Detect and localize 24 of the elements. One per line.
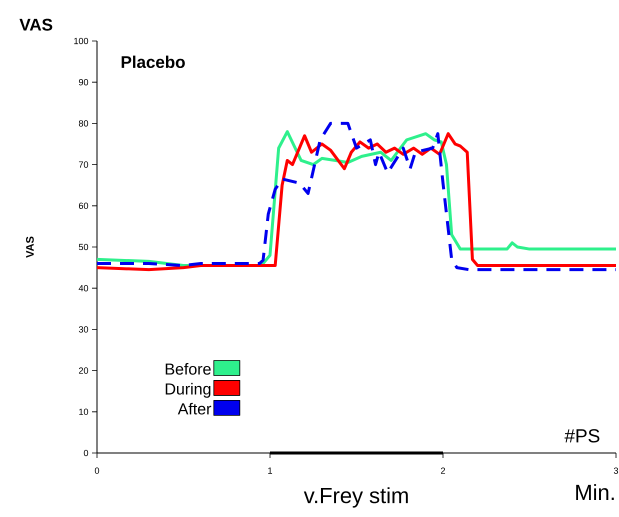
y-tick-label: 100 <box>74 38 88 44</box>
y-tick-label: 90 <box>78 79 88 86</box>
legend-label: Before <box>166 363 211 375</box>
annotation: Placebo <box>122 56 185 68</box>
x-tick-label: 1 <box>268 468 272 474</box>
y-tick-label: 30 <box>78 326 88 333</box>
x-tick-label: 3 <box>614 468 618 474</box>
y-tick-label: 80 <box>78 120 88 127</box>
y-tick-label: 20 <box>78 367 88 374</box>
y-tick-label: 40 <box>78 285 88 292</box>
annotation: #PS <box>564 429 600 443</box>
y-axis-title: VAS <box>26 236 34 258</box>
y-tick-label: 60 <box>78 202 88 209</box>
y-tick-label: 50 <box>78 244 88 250</box>
y-tick-label: 10 <box>79 408 88 415</box>
legend-label: After <box>178 402 212 415</box>
legend-label: During <box>166 382 210 398</box>
x-tick-label: 2 <box>440 468 446 474</box>
y-tick-label: 70 <box>78 161 88 168</box>
x-tick-label: 0 <box>94 468 100 474</box>
chart-title: VAS <box>19 18 52 31</box>
text: v.Frey stim <box>304 487 408 508</box>
x-axis-title: Min. <box>576 484 614 500</box>
y-tick-label: 0 <box>84 450 88 456</box>
